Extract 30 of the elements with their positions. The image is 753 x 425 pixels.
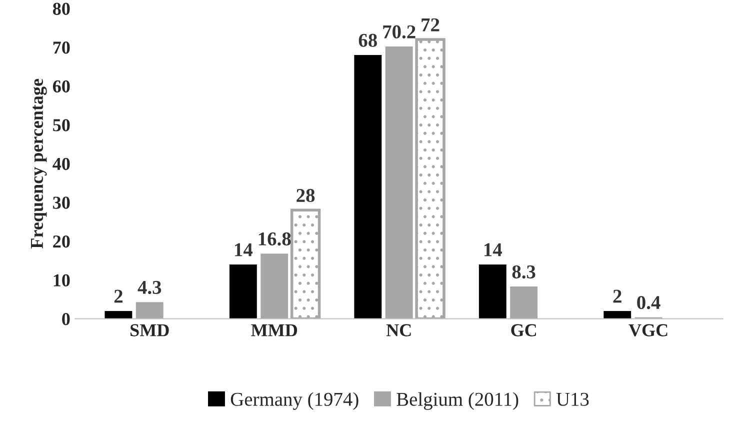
- data-label: 0.4: [637, 296, 660, 310]
- legend-label: U13: [556, 392, 589, 406]
- x-tick-label: MMD: [251, 324, 298, 336]
- legend-label: Germany (1974): [230, 392, 358, 410]
- y-tick-label: 10: [54, 274, 70, 286]
- x-tick-label: GC: [511, 324, 536, 336]
- data-label: 2: [613, 290, 622, 303]
- data-label: 68: [358, 34, 377, 47]
- data-label: 70.2: [383, 25, 416, 38]
- x-tick-label: SMD: [130, 324, 169, 336]
- x-tick-label: VGC: [628, 324, 668, 336]
- data-label: 14: [484, 243, 502, 256]
- legend-label: Belgium (2011): [396, 392, 518, 410]
- data-label: 14: [235, 243, 253, 256]
- y-tick-label: 60: [53, 80, 70, 93]
- data-label: 16.8: [258, 232, 291, 246]
- data-label: 4.3: [138, 280, 162, 294]
- y-tick-label: 40: [52, 158, 70, 170]
- data-label: 2: [114, 290, 122, 303]
- y-tick-label: 50: [53, 119, 70, 132]
- data-label: 8.3: [512, 265, 536, 279]
- y-axis-title: Frequency percentage: [31, 78, 47, 248]
- y-tick-label: 20: [53, 235, 70, 248]
- y-tick-label: 0: [62, 313, 70, 326]
- x-tick-label: NC: [386, 324, 411, 336]
- y-tick-label: 30: [53, 196, 70, 209]
- y-tick-label: 80: [52, 2, 70, 15]
- y-tick-label: 70: [53, 42, 70, 54]
- data-label: 72: [422, 18, 440, 32]
- data-label: 28: [296, 188, 315, 202]
